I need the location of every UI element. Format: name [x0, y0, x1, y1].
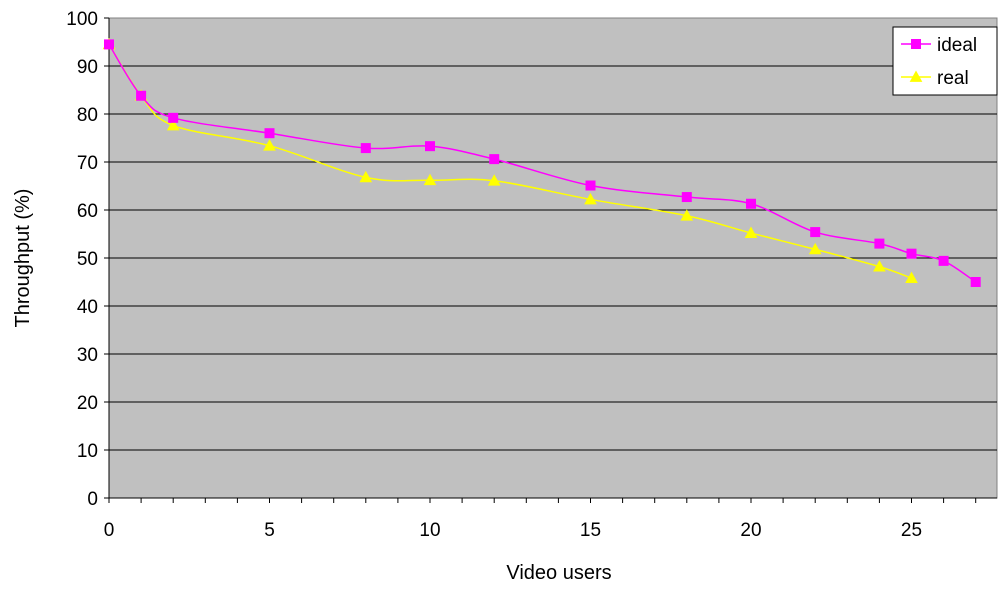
data-point-ideal	[585, 180, 596, 191]
gridlines	[109, 65, 997, 451]
y-tick-label: 60	[77, 201, 98, 222]
data-point-real	[680, 209, 694, 221]
data-point-ideal	[425, 141, 435, 152]
y-tick-label: 10	[77, 441, 98, 462]
y-tick-label: 40	[77, 297, 98, 318]
data-point-ideal	[360, 143, 371, 154]
series-group	[102, 37, 981, 287]
y-tick-label: 20	[77, 393, 98, 414]
x-tick-label: 5	[264, 520, 275, 541]
data-point-ideal	[168, 112, 179, 123]
data-point-real	[808, 242, 822, 255]
data-point-ideal	[264, 128, 275, 139]
y-tick-label: 100	[66, 9, 98, 30]
y-tick-label: 90	[77, 57, 98, 78]
y-tick-label: 70	[77, 153, 98, 174]
data-point-real	[584, 192, 597, 205]
series-line-ideal	[108, 44, 977, 283]
data-point-ideal	[681, 192, 692, 203]
legend-box	[892, 26, 998, 96]
data-point-ideal	[746, 198, 756, 209]
data-point-ideal	[136, 90, 147, 101]
x-tick-label: 15	[580, 520, 601, 541]
data-point-ideal	[874, 238, 885, 249]
x-tick-label: 10	[419, 520, 440, 541]
data-point-real	[487, 174, 501, 186]
data-point-real	[905, 271, 918, 284]
legend: ideal real	[892, 26, 998, 96]
y-axis-title: Throughput (%)	[12, 189, 34, 328]
y-tick-label: 0	[87, 489, 98, 510]
y-tick-label: 50	[77, 249, 98, 270]
legend-marker-real	[909, 70, 923, 82]
data-point-real	[166, 118, 180, 131]
data-point-real	[873, 260, 886, 272]
legend-marker-ideal	[911, 39, 921, 49]
data-point-ideal	[970, 277, 981, 287]
x-tick-label: 25	[901, 520, 922, 541]
legend-label-real: real	[937, 68, 969, 89]
y-tick-label: 80	[77, 105, 98, 126]
legend-label-ideal: ideal	[937, 35, 977, 56]
data-point-real	[263, 139, 276, 151]
data-point-ideal	[104, 39, 114, 50]
x-axis-title: Video users	[506, 562, 611, 584]
data-point-real	[744, 226, 758, 238]
x-tick-label: 0	[104, 520, 115, 541]
data-point-real	[359, 170, 373, 183]
series-ideal	[104, 39, 981, 287]
data-point-real	[423, 173, 437, 186]
x-tick-label: 20	[740, 520, 761, 541]
data-point-ideal	[810, 227, 821, 238]
data-point-ideal	[938, 255, 949, 266]
data-point-ideal	[906, 248, 917, 259]
data-point-ideal	[489, 154, 500, 165]
y-tick-label: 30	[77, 345, 98, 366]
axes: 0 10 20 30 40 50 60 70 80 90 100 0 5 10 15 20 25	[66, 9, 997, 541]
